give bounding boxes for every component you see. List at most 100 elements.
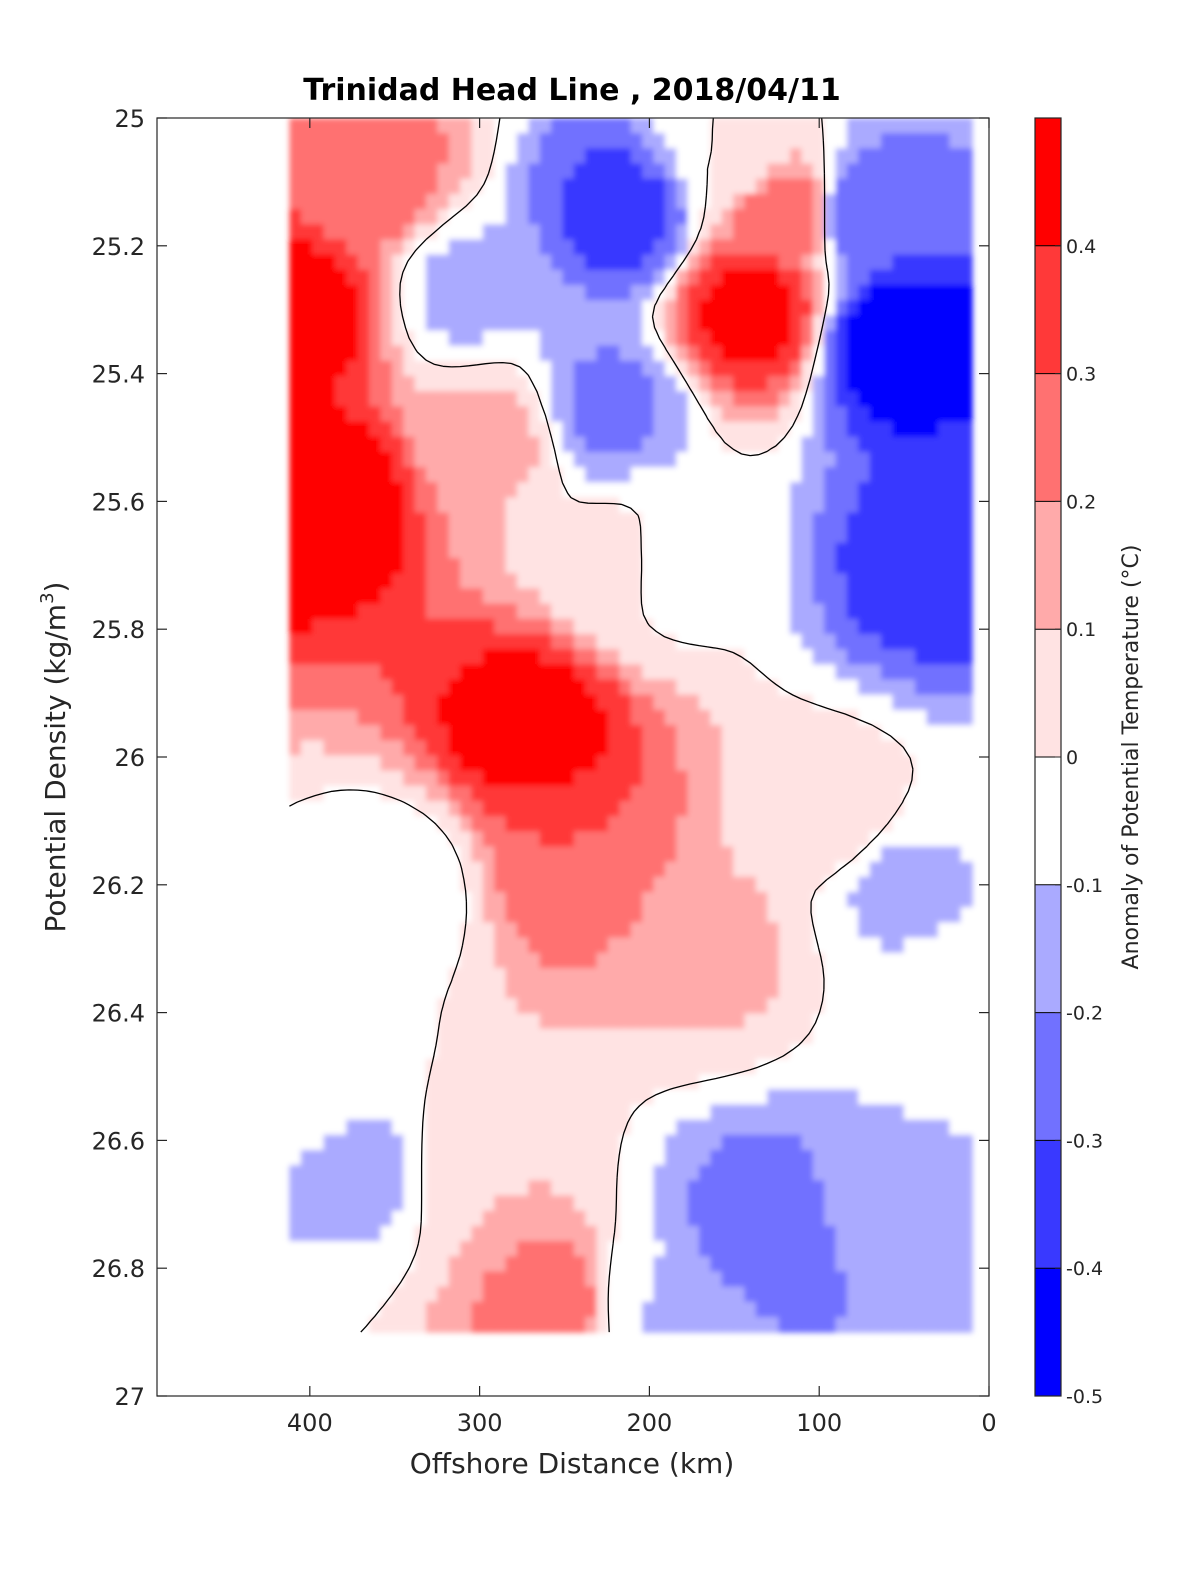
field-cell (425, 998, 438, 1014)
field-cell (915, 345, 928, 362)
field-cell (516, 163, 529, 180)
field-cell (960, 1195, 973, 1212)
field-cell (937, 1028, 950, 1045)
field-cell (698, 1271, 711, 1288)
field-cell (312, 1316, 325, 1333)
field-cell (369, 224, 382, 241)
field-cell (300, 649, 313, 665)
field-cell (460, 1028, 473, 1045)
field-cell (300, 1225, 313, 1242)
field-cell (516, 239, 529, 256)
field-cell (334, 163, 347, 180)
field-cell (460, 284, 473, 301)
field-cell (664, 1286, 677, 1303)
field-cell (869, 1180, 882, 1197)
field-cell (664, 679, 677, 696)
field-cell (607, 178, 620, 195)
field-cell (801, 1165, 814, 1181)
field-cell (858, 679, 871, 696)
field-cell (312, 239, 325, 256)
field-cell (312, 163, 325, 180)
field-cell (562, 360, 575, 377)
field-cell (516, 1165, 529, 1181)
field-cell (539, 391, 552, 407)
field-cell (687, 1286, 700, 1303)
field-cell (596, 148, 609, 165)
field-cell (926, 800, 939, 817)
field-cell (357, 330, 370, 347)
field-cell (744, 1119, 757, 1136)
field-cell (755, 1286, 768, 1303)
field-cell (698, 360, 711, 377)
field-cell (471, 436, 484, 453)
field-cell (289, 633, 302, 650)
field-cell (539, 983, 552, 999)
field-cell (539, 467, 552, 483)
field-cell (949, 284, 962, 301)
field-cell (585, 1013, 598, 1030)
field-cell (653, 937, 666, 954)
field-cell (812, 861, 825, 878)
field-cell (733, 603, 746, 620)
field-cell (755, 1180, 768, 1197)
field-cell (505, 907, 518, 923)
field-cell (881, 588, 893, 605)
field-cell (357, 1119, 370, 1136)
field-cell (858, 1149, 871, 1166)
field-cell (812, 1165, 825, 1181)
field-cell (403, 1316, 416, 1333)
field-cell (585, 770, 598, 787)
field-cell (642, 876, 655, 893)
field-cell (721, 618, 734, 635)
field-cell (744, 376, 757, 392)
field-cell (380, 421, 393, 438)
field-cell (334, 1119, 347, 1136)
field-cell (369, 421, 382, 438)
field-cell (516, 952, 529, 969)
field-cell (960, 133, 973, 149)
field-cell (391, 330, 404, 347)
field-cell (778, 467, 791, 483)
field-cell (744, 1286, 757, 1303)
field-cell (630, 1286, 643, 1303)
field-cell (505, 1165, 518, 1181)
field-cell (562, 133, 575, 149)
field-cell (585, 937, 598, 954)
field-cell (323, 952, 336, 969)
field-cell (551, 542, 564, 559)
field-cell (289, 998, 302, 1014)
field-cell (403, 1149, 416, 1166)
field-cell (744, 300, 757, 316)
field-cell (869, 467, 882, 483)
field-cell (391, 148, 404, 165)
field-cell (937, 649, 950, 665)
field-cell (448, 497, 461, 514)
field-cell (949, 482, 962, 499)
field-cell (346, 709, 359, 726)
field-cell (710, 193, 723, 210)
field-cell (801, 512, 814, 529)
field-cell (528, 421, 541, 438)
field-cell (460, 649, 473, 665)
field-cell (630, 376, 643, 392)
field-cell (437, 649, 450, 665)
field-cell (380, 998, 393, 1014)
field-cell (551, 497, 564, 514)
field-cell (573, 1210, 586, 1227)
field-cell (494, 1241, 507, 1257)
field-cell (687, 1225, 700, 1242)
field-cell (289, 133, 302, 149)
field-cell (846, 876, 859, 893)
field-cell (812, 907, 825, 923)
field-cell (539, 1316, 552, 1333)
field-cell (403, 133, 416, 149)
field-cell (630, 770, 643, 787)
field-cell (573, 193, 586, 210)
field-cell (960, 588, 973, 605)
field-cell (596, 1104, 609, 1121)
field-cell (903, 603, 916, 620)
field-cell (539, 1210, 552, 1227)
field-cell (881, 300, 893, 316)
field-cell (869, 300, 882, 316)
field-cell (425, 391, 438, 407)
